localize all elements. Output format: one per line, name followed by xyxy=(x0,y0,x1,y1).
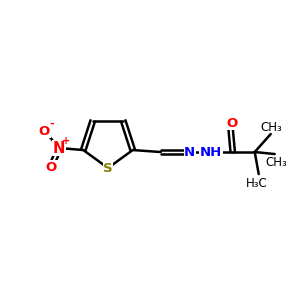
Text: S: S xyxy=(103,163,113,176)
Text: O: O xyxy=(39,124,50,137)
Text: O: O xyxy=(226,116,237,130)
Text: CH₃: CH₃ xyxy=(261,121,283,134)
Text: CH₃: CH₃ xyxy=(266,155,288,169)
Text: NH: NH xyxy=(200,146,222,158)
Text: -: - xyxy=(49,119,54,129)
Text: O: O xyxy=(46,160,57,173)
Text: H₃C: H₃C xyxy=(246,176,268,190)
Text: +: + xyxy=(62,136,70,146)
Text: N: N xyxy=(184,146,195,158)
Text: N: N xyxy=(53,140,65,155)
